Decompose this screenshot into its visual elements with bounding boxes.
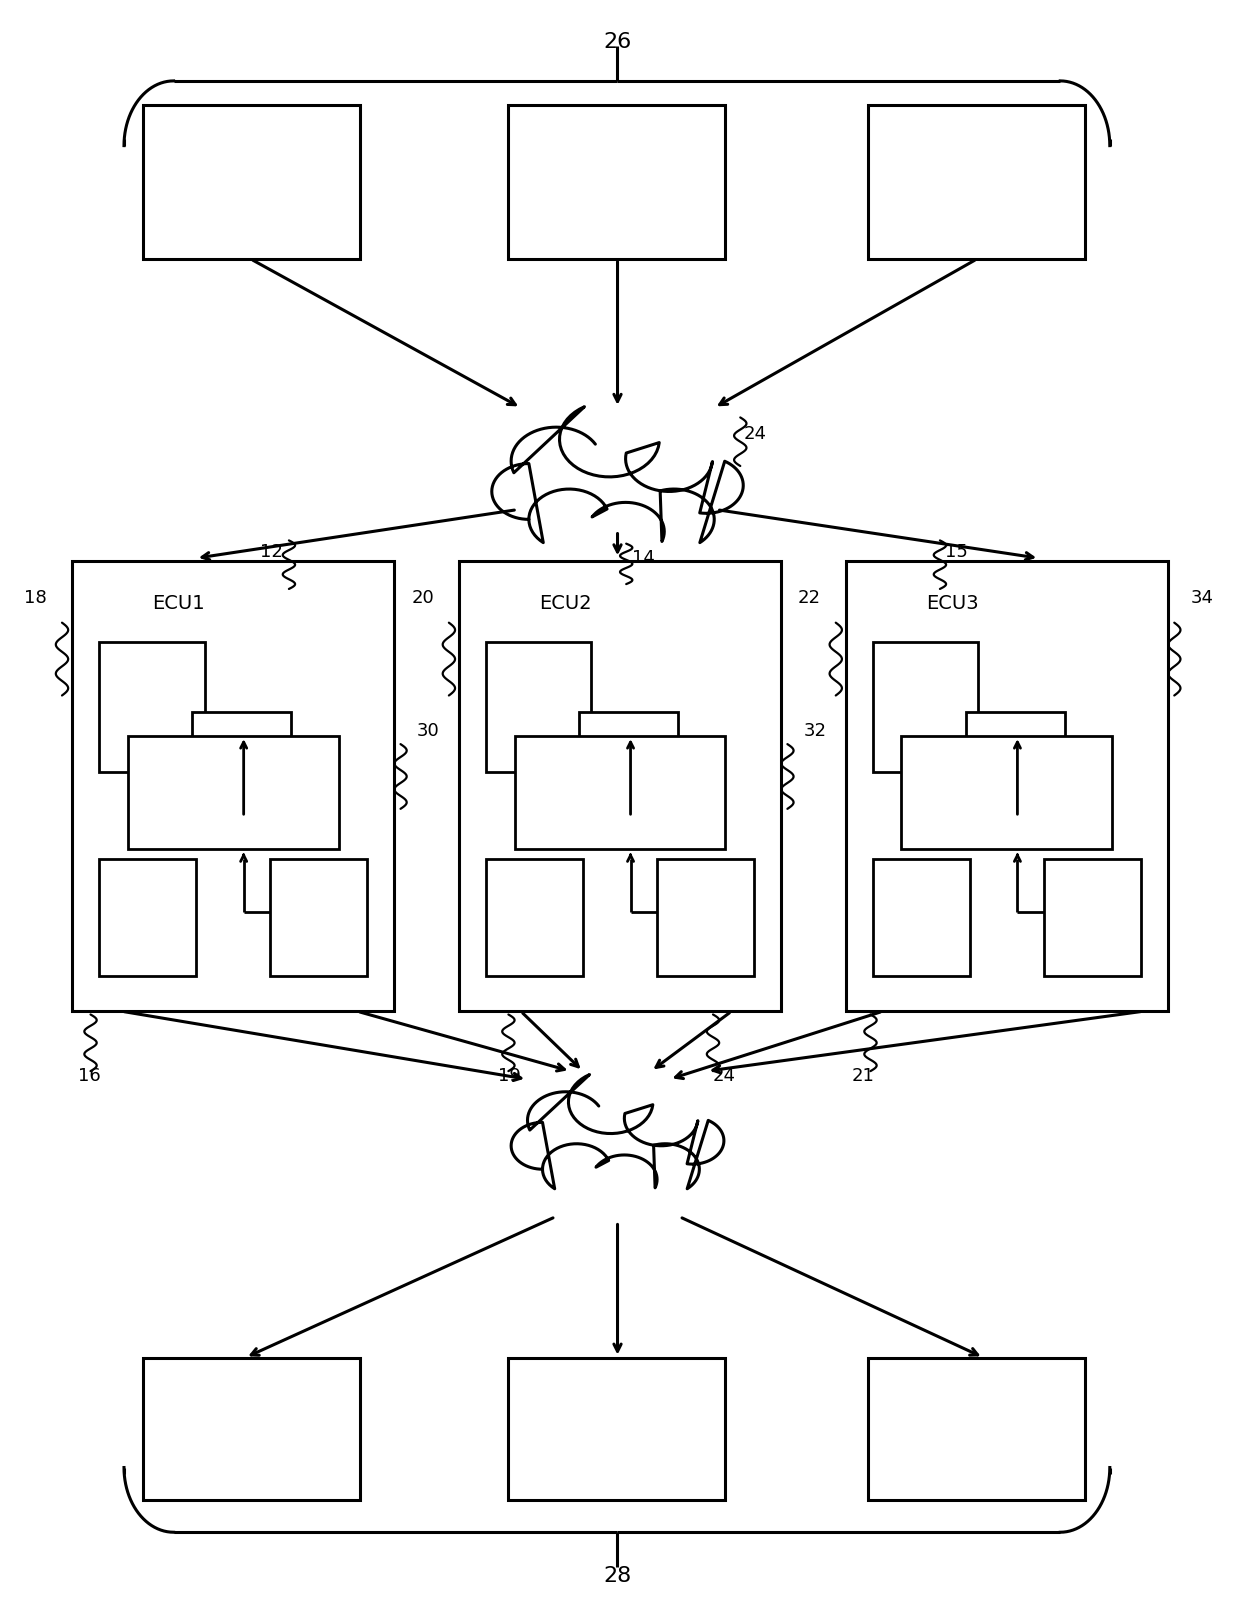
Text: 20: 20 [412, 589, 434, 607]
Text: 14: 14 [632, 549, 655, 568]
Bar [966, 712, 1065, 817]
Bar [128, 736, 339, 849]
Bar [515, 736, 725, 849]
Text: 26: 26 [604, 32, 631, 52]
Bar [508, 105, 725, 259]
Bar [868, 105, 1085, 259]
Bar [657, 859, 754, 976]
Bar [99, 642, 205, 772]
Text: ECU2: ECU2 [539, 594, 591, 613]
Bar [459, 561, 781, 1011]
Text: 34: 34 [1190, 589, 1214, 607]
Bar [901, 736, 1112, 849]
Bar [72, 561, 394, 1011]
Bar [873, 859, 970, 976]
Text: 15: 15 [945, 542, 967, 561]
Bar [846, 561, 1168, 1011]
Bar [192, 712, 291, 817]
Text: 30: 30 [417, 722, 439, 739]
Bar [486, 859, 583, 976]
Text: 32: 32 [804, 722, 827, 739]
Text: 22: 22 [797, 589, 821, 607]
Text: ECU1: ECU1 [153, 594, 205, 613]
Text: ECU3: ECU3 [926, 594, 978, 613]
Bar [579, 712, 678, 817]
Text: 18: 18 [25, 589, 47, 607]
Text: 21: 21 [852, 1066, 874, 1086]
Bar [143, 105, 360, 259]
Bar [143, 1358, 360, 1500]
Bar [873, 642, 978, 772]
Bar [868, 1358, 1085, 1500]
Bar [99, 859, 196, 976]
Text: 28: 28 [604, 1566, 631, 1586]
Text: 24: 24 [744, 424, 768, 443]
Text: 24: 24 [713, 1066, 737, 1086]
Bar [1044, 859, 1141, 976]
Bar [486, 642, 591, 772]
Text: 12: 12 [260, 542, 283, 561]
Text: 19: 19 [498, 1066, 521, 1086]
Bar [508, 1358, 725, 1500]
Bar [270, 859, 367, 976]
Text: 16: 16 [78, 1066, 100, 1086]
